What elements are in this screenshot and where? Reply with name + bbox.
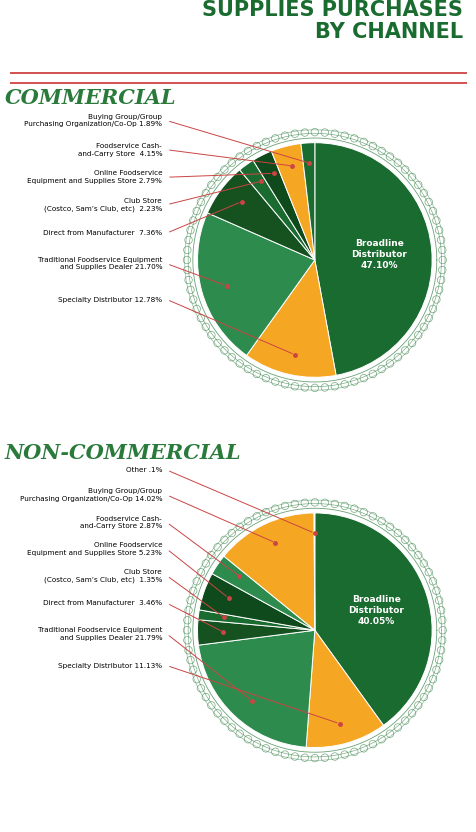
Wedge shape	[239, 161, 314, 260]
Wedge shape	[223, 513, 314, 631]
Wedge shape	[300, 143, 314, 260]
Text: Broadline
Distributor
40.05%: Broadline Distributor 40.05%	[347, 595, 403, 626]
Wedge shape	[197, 620, 314, 645]
Text: Specialty Distributor 11.13%: Specialty Distributor 11.13%	[58, 662, 162, 669]
Text: Online Foodservice
Equipment and Supplies Store 2.79%: Online Foodservice Equipment and Supplie…	[27, 171, 162, 184]
Text: Foodservice Cash-
and-Carry Store  4.15%: Foodservice Cash- and-Carry Store 4.15%	[78, 143, 162, 156]
Wedge shape	[313, 513, 314, 631]
Text: SUPPLIES PURCHASES
BY CHANNEL: SUPPLIES PURCHASES BY CHANNEL	[201, 0, 462, 42]
Text: Traditional Foodservice Equipment
and Supplies Dealer 21.79%: Traditional Foodservice Equipment and Su…	[38, 627, 162, 641]
Text: Specialty Distributor 12.78%: Specialty Distributor 12.78%	[58, 296, 162, 303]
Wedge shape	[207, 170, 314, 260]
Wedge shape	[252, 151, 314, 260]
Wedge shape	[197, 213, 314, 355]
Text: COMMERCIAL: COMMERCIAL	[5, 88, 176, 108]
Text: Direct from Manufacturer  3.46%: Direct from Manufacturer 3.46%	[43, 600, 162, 607]
Wedge shape	[198, 631, 314, 747]
Text: Other .1%: Other .1%	[125, 467, 162, 473]
Text: Buying Group/Group
Purchasing Organization/Co-Op 14.02%: Buying Group/Group Purchasing Organizati…	[20, 488, 162, 502]
Text: Foodservice Cash-
and-Carry Store 2.87%: Foodservice Cash- and-Carry Store 2.87%	[79, 516, 162, 529]
Text: Broadline
Distributor
47.10%: Broadline Distributor 47.10%	[350, 239, 406, 270]
Wedge shape	[314, 143, 431, 375]
Text: Online Foodservice
Equipment and Supplies Store 5.23%: Online Foodservice Equipment and Supplie…	[27, 542, 162, 556]
Wedge shape	[198, 610, 314, 631]
Text: Buying Group/Group
Purchasing Organization/Co-Op 1.89%: Buying Group/Group Purchasing Organizati…	[24, 114, 162, 127]
Text: Traditional Foodservice Equipment
and Supplies Dealer 21.70%: Traditional Foodservice Equipment and Su…	[38, 257, 162, 270]
Wedge shape	[212, 556, 314, 631]
Text: Club Store
(Costco, Sam’s Club, etc)  1.35%: Club Store (Costco, Sam’s Club, etc) 1.3…	[44, 569, 162, 582]
Text: Club Store
(Costco, Sam’s Club, etc)  2.23%: Club Store (Costco, Sam’s Club, etc) 2.2…	[44, 198, 162, 211]
Text: Direct from Manufacturer  7.36%: Direct from Manufacturer 7.36%	[43, 230, 162, 236]
Wedge shape	[306, 631, 383, 747]
Text: NON-COMMERCIAL: NON-COMMERCIAL	[5, 443, 241, 463]
Wedge shape	[314, 513, 431, 726]
Wedge shape	[246, 260, 336, 377]
Wedge shape	[199, 574, 314, 631]
Wedge shape	[271, 144, 314, 260]
